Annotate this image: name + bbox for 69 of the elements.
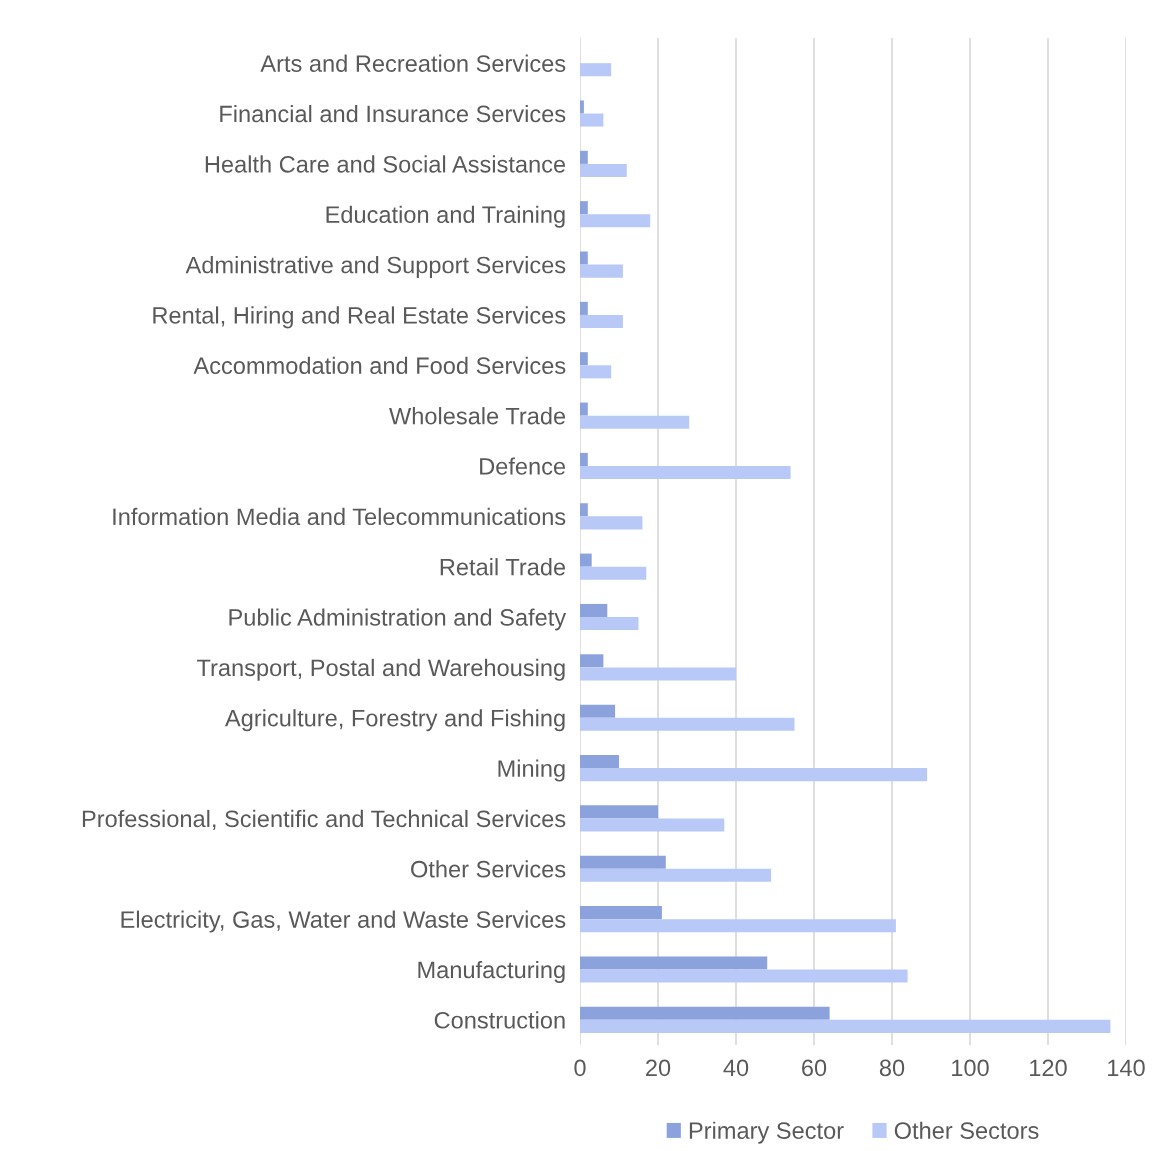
- bar: [580, 201, 588, 215]
- bar: [580, 301, 588, 315]
- y-tick-label: Financial and Insurance Services: [220, 104, 566, 123]
- x-tick-label: 40: [723, 1059, 749, 1077]
- bar: [580, 906, 662, 920]
- bar: [580, 100, 584, 114]
- x-tick-label: 140: [1108, 1059, 1145, 1077]
- y-tick-label: Mining: [498, 759, 565, 782]
- bar: [580, 264, 623, 278]
- bar: [580, 855, 666, 869]
- bar: [580, 214, 651, 228]
- bar: [580, 1006, 830, 1020]
- y-tick-label: Rental, Hiring and Real Estate Services: [153, 306, 566, 329]
- y-tick-label: Defence: [480, 457, 566, 475]
- y-tick-label: Accommodation and Food Services: [193, 356, 566, 375]
- legend-label: Other Sectors: [894, 1121, 1039, 1139]
- bar: [580, 503, 588, 517]
- y-tick-label: Arts and Recreation Services: [260, 54, 566, 72]
- y-tick-label: Administrative and Support Services: [185, 256, 566, 279]
- x-tick-label: 80: [879, 1059, 905, 1077]
- x-tick-label: 60: [802, 1059, 827, 1077]
- bar: [580, 63, 612, 77]
- y-tick-label: Manufacturing: [418, 960, 565, 983]
- bar: [580, 754, 619, 769]
- y-tick-label: Education and Training: [326, 205, 565, 228]
- x-tick-label: 20: [646, 1059, 671, 1077]
- bar: [580, 465, 791, 480]
- bar: [580, 352, 588, 366]
- bar: [580, 566, 647, 580]
- bar: [580, 956, 768, 970]
- y-tick-label: Public Administration and Safety: [229, 608, 567, 631]
- bar: [580, 516, 643, 530]
- x-tick-label: 0: [574, 1059, 586, 1077]
- bar: [580, 163, 627, 177]
- bar: [580, 667, 736, 681]
- y-tick-label: Agriculture, Forestry and Fishing: [225, 709, 565, 732]
- y-tick-label: Health Care and Social Assistance: [205, 155, 566, 173]
- bar: [580, 617, 639, 631]
- bar: [580, 113, 604, 127]
- bar: [580, 452, 588, 466]
- bar: [580, 919, 896, 933]
- bar: [580, 251, 588, 265]
- bar: [580, 805, 658, 819]
- bar: [580, 704, 616, 718]
- bar: [580, 150, 588, 164]
- y-tick-label: Construction: [434, 1011, 565, 1029]
- bar: [580, 603, 608, 618]
- bar: [580, 1019, 1111, 1033]
- bar: [580, 969, 908, 983]
- x-tick-label: 120: [1030, 1059, 1067, 1077]
- legend-label: Primary Sector: [689, 1121, 844, 1144]
- bar: [580, 868, 772, 882]
- y-tick-label: Other Services: [411, 860, 566, 878]
- bar: [580, 415, 690, 429]
- y-tick-label: Electricity, Gas, Water and Waste Services: [121, 910, 566, 933]
- y-tick-label: Retail Trade: [440, 558, 566, 576]
- bar: [580, 314, 623, 329]
- bar: [580, 654, 604, 668]
- bar: [580, 365, 612, 379]
- x-tick-label: 100: [952, 1059, 989, 1077]
- bar: [580, 768, 928, 782]
- y-tick-label: Wholesale Trade: [389, 407, 566, 425]
- bar: [580, 818, 725, 832]
- bar: [580, 553, 592, 567]
- y-tick-label: Transport, Postal and Warehousing: [197, 658, 565, 681]
- y-tick-label: Information Media and Telecommunications: [113, 507, 566, 526]
- bar: [580, 402, 588, 416]
- y-tick-label: Professional, Scientific and Technical Services: [82, 809, 566, 830]
- bar: [580, 717, 795, 731]
